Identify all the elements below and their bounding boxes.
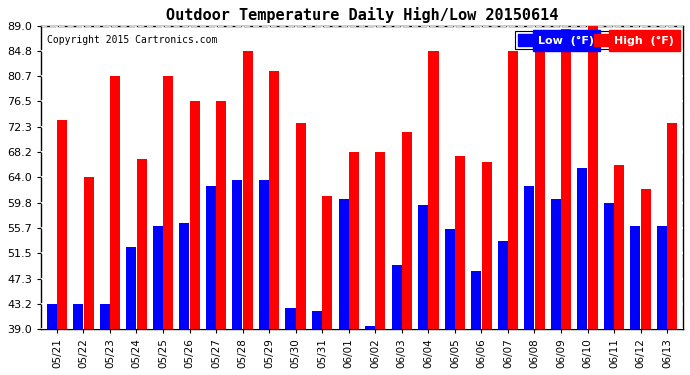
- Bar: [455, 156, 465, 329]
- Bar: [83, 177, 94, 329]
- Bar: [349, 152, 359, 329]
- Bar: [259, 180, 269, 329]
- Bar: [578, 168, 587, 329]
- Bar: [418, 205, 428, 329]
- Bar: [482, 162, 491, 329]
- Bar: [561, 28, 571, 329]
- Bar: [365, 326, 375, 329]
- Bar: [508, 51, 518, 329]
- Bar: [339, 199, 348, 329]
- Bar: [233, 180, 242, 329]
- Bar: [667, 123, 678, 329]
- Bar: [47, 304, 57, 329]
- Bar: [588, 26, 598, 329]
- Bar: [604, 203, 614, 329]
- Bar: [535, 51, 544, 329]
- Bar: [524, 186, 534, 329]
- Bar: [216, 101, 226, 329]
- Bar: [243, 51, 253, 329]
- Bar: [322, 195, 333, 329]
- Bar: [163, 76, 173, 329]
- Bar: [269, 71, 279, 329]
- Bar: [126, 247, 137, 329]
- Bar: [190, 101, 200, 329]
- Bar: [471, 272, 482, 329]
- Bar: [392, 266, 402, 329]
- Bar: [428, 51, 439, 329]
- Bar: [206, 186, 216, 329]
- Bar: [444, 229, 455, 329]
- Title: Outdoor Temperature Daily High/Low 20150614: Outdoor Temperature Daily High/Low 20150…: [166, 7, 558, 23]
- Bar: [286, 308, 295, 329]
- Bar: [152, 226, 163, 329]
- Bar: [100, 304, 110, 329]
- Bar: [73, 304, 83, 329]
- Bar: [631, 226, 640, 329]
- Bar: [137, 159, 147, 329]
- Legend: Low  (°F), High  (°F): Low (°F), High (°F): [515, 31, 678, 49]
- Bar: [614, 165, 624, 329]
- Bar: [312, 311, 322, 329]
- Bar: [110, 76, 120, 329]
- Text: Copyright 2015 Cartronics.com: Copyright 2015 Cartronics.com: [48, 34, 218, 45]
- Bar: [57, 120, 67, 329]
- Bar: [551, 199, 561, 329]
- Bar: [497, 241, 508, 329]
- Bar: [402, 132, 412, 329]
- Bar: [657, 226, 667, 329]
- Bar: [375, 152, 386, 329]
- Bar: [641, 189, 651, 329]
- Bar: [179, 223, 190, 329]
- Bar: [296, 123, 306, 329]
